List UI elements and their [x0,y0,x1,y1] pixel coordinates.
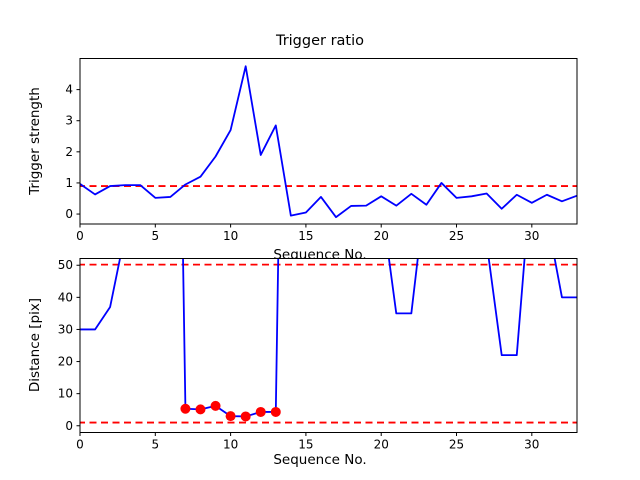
y-tick-label: 0 [65,207,73,221]
x-tick-label: 25 [449,438,464,452]
bottom-chart-plot: 0 5 10 15 20 25 30 0 10 20 30 40 50 [58,258,578,452]
y-tick-label: 20 [58,355,73,369]
x-tick-label: 15 [298,438,313,452]
plot-area [80,65,577,219]
top-chart-title: Trigger ratio [275,33,365,49]
bottom-chart-panel: 0 5 10 15 20 25 30 0 10 20 30 40 50 Distance [pix] S… [0,258,640,480]
x-tick-label: 0 [76,438,84,452]
y-tick-label: 4 [65,83,73,97]
x-tick-label: 15 [298,229,313,243]
x-tick-label: 10 [223,229,238,243]
y-tick-label: 0 [65,419,73,433]
data-marker [195,404,206,415]
data-marker [270,406,281,417]
x-tick-label: 30 [524,438,539,452]
x-tick-label: 0 [76,229,84,243]
x-tick-label: 5 [151,438,159,452]
data-marker [180,403,191,414]
x-tick-label: 25 [449,229,464,243]
x-tick-label: 10 [223,438,238,452]
x-tick-label: 20 [374,229,389,243]
axes-frame [79,58,578,225]
y-tick-label: 3 [65,114,73,128]
bottom-chart-xlabel: Sequence No. [273,452,367,468]
x-tick-label: 20 [374,438,389,452]
y-tick-label: 50 [58,258,73,272]
y-tick-label: 1 [65,176,73,190]
data-marker [255,406,266,417]
y-tick-label: 10 [58,387,73,401]
x-tick-label: 30 [524,229,539,243]
axes-frame [79,258,578,433]
y-tick-label: 30 [58,322,73,336]
bottom-chart-ylabel: Distance [pix] [27,297,43,393]
data-line [80,258,577,418]
top-chart-plot: 0 5 10 15 20 25 30 0 1 2 3 4 [65,58,578,243]
data-marker [240,411,251,422]
data-line [80,65,577,219]
x-tick-label: 5 [151,229,159,243]
y-tick-label: 40 [58,290,73,304]
data-marker [210,400,221,411]
data-marker [225,411,236,422]
y-tick-label: 2 [65,145,73,159]
plot-area [80,258,577,424]
